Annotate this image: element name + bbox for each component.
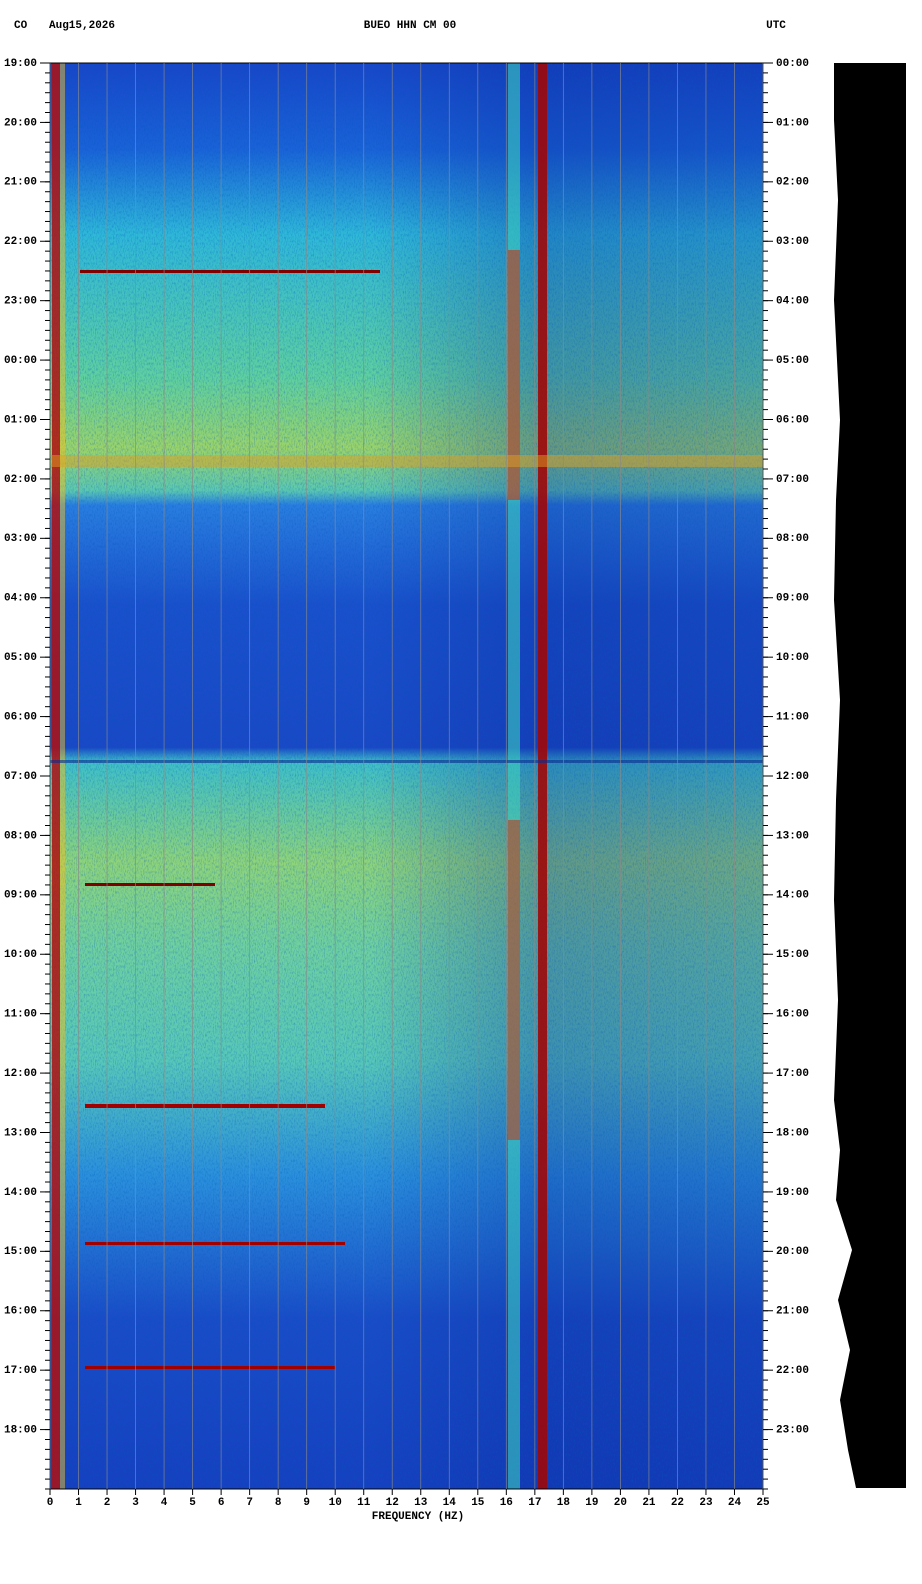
y-tick-label: 13:00 [4, 1127, 37, 1139]
x-tick-label: 6 [218, 1497, 225, 1509]
y-tick-label: 00:00 [4, 355, 37, 367]
y2-tick-label: 20:00 [776, 1246, 809, 1258]
x-tick-label: 17 [528, 1497, 541, 1509]
y2-tick-label: 02:00 [776, 177, 809, 189]
y-tick-label: 12:00 [4, 1068, 37, 1080]
y-tick-label: 07:00 [4, 771, 37, 783]
y-tick-label: 23:00 [4, 296, 37, 308]
date: Aug15,2026 [49, 20, 115, 32]
x-tick-label: 16 [500, 1497, 513, 1509]
x-tick-label: 1 [75, 1497, 82, 1509]
y2-tick-label: 19:00 [776, 1187, 809, 1199]
x-tick-label: 5 [189, 1497, 196, 1509]
x-tick-label: 0 [47, 1497, 54, 1509]
y-tick-label: 17:00 [4, 1365, 37, 1377]
y-tick-label: 21:00 [4, 177, 37, 189]
y2-tick-label: 00:00 [776, 58, 809, 70]
y2-tick-label: 05:00 [776, 355, 809, 367]
y2-tick-label: 13:00 [776, 830, 809, 842]
x-tick-label: 24 [728, 1497, 742, 1509]
y-tick-label: 05:00 [4, 652, 37, 664]
x-tick-label: 21 [642, 1497, 656, 1509]
y2-tick-label: 11:00 [776, 711, 809, 723]
x-tick-label: 9 [303, 1497, 310, 1509]
y-tick-label: 15:00 [4, 1246, 37, 1258]
x-tick-label: 14 [443, 1497, 457, 1509]
y-tick-label: 02:00 [4, 474, 37, 486]
x-tick-label: 8 [275, 1497, 282, 1509]
y2-tick-label: 15:00 [776, 949, 809, 961]
y-tick-label: 09:00 [4, 890, 37, 902]
y-tick-label: 20:00 [4, 117, 37, 129]
x-tick-label: 19 [585, 1497, 598, 1509]
y2-tick-label: 12:00 [776, 771, 809, 783]
y2-tick-label: 14:00 [776, 890, 809, 902]
x-tick-label: 22 [671, 1497, 684, 1509]
y-tick-label: 10:00 [4, 949, 37, 961]
timezone: UTC [766, 20, 786, 32]
y2-tick-label: 22:00 [776, 1365, 809, 1377]
y-tick-label: 22:00 [4, 236, 37, 248]
x-tick-label: 12 [386, 1497, 399, 1509]
y2-tick-label: 17:00 [776, 1068, 809, 1080]
x-tick-label: 18 [557, 1497, 571, 1509]
y-tick-label: 11:00 [4, 1009, 37, 1021]
x-tick-label: 3 [132, 1497, 139, 1509]
y-tick-label: 01:00 [4, 414, 37, 426]
y-tick-label: 16:00 [4, 1306, 37, 1318]
y-tick-label: 04:00 [4, 593, 37, 605]
seismogram-trace [834, 63, 906, 1488]
y2-tick-label: 06:00 [776, 414, 809, 426]
y2-tick-label: 18:00 [776, 1127, 809, 1139]
x-tick-label: 25 [756, 1497, 770, 1509]
y2-tick-label: 23:00 [776, 1424, 809, 1436]
y-tick-label: 14:00 [4, 1187, 37, 1199]
y2-tick-label: 08:00 [776, 533, 809, 545]
y-tick-label: 18:00 [4, 1424, 37, 1436]
y2-tick-label: 04:00 [776, 296, 809, 308]
x-tick-label: 10 [329, 1497, 342, 1509]
x-tick-label: 2 [104, 1497, 111, 1509]
spectrogram-image [50, 63, 763, 1489]
y2-tick-label: 07:00 [776, 474, 809, 486]
y2-tick-label: 09:00 [776, 593, 809, 605]
network: CO [14, 20, 28, 32]
x-tick-label: 23 [699, 1497, 713, 1509]
x-axis-label: FREQUENCY (HZ) [372, 1511, 464, 1523]
y2-tick-label: 10:00 [776, 652, 809, 664]
y-tick-label: 08:00 [4, 830, 37, 842]
y-tick-label: 03:00 [4, 533, 37, 545]
chart-title: BUEO HHN CM 00 [364, 20, 456, 32]
x-tick-label: 11 [357, 1497, 371, 1509]
y2-tick-label: 16:00 [776, 1009, 809, 1021]
y2-tick-label: 01:00 [776, 117, 809, 129]
y2-tick-label: 21:00 [776, 1306, 809, 1318]
x-tick-label: 13 [414, 1497, 428, 1509]
y-tick-label: 19:00 [4, 58, 37, 70]
y-tick-label: 06:00 [4, 711, 37, 723]
x-tick-label: 20 [614, 1497, 627, 1509]
x-tick-label: 4 [161, 1497, 168, 1509]
x-tick-label: 15 [471, 1497, 485, 1509]
y2-tick-label: 03:00 [776, 236, 809, 248]
x-tick-label: 7 [246, 1497, 253, 1509]
